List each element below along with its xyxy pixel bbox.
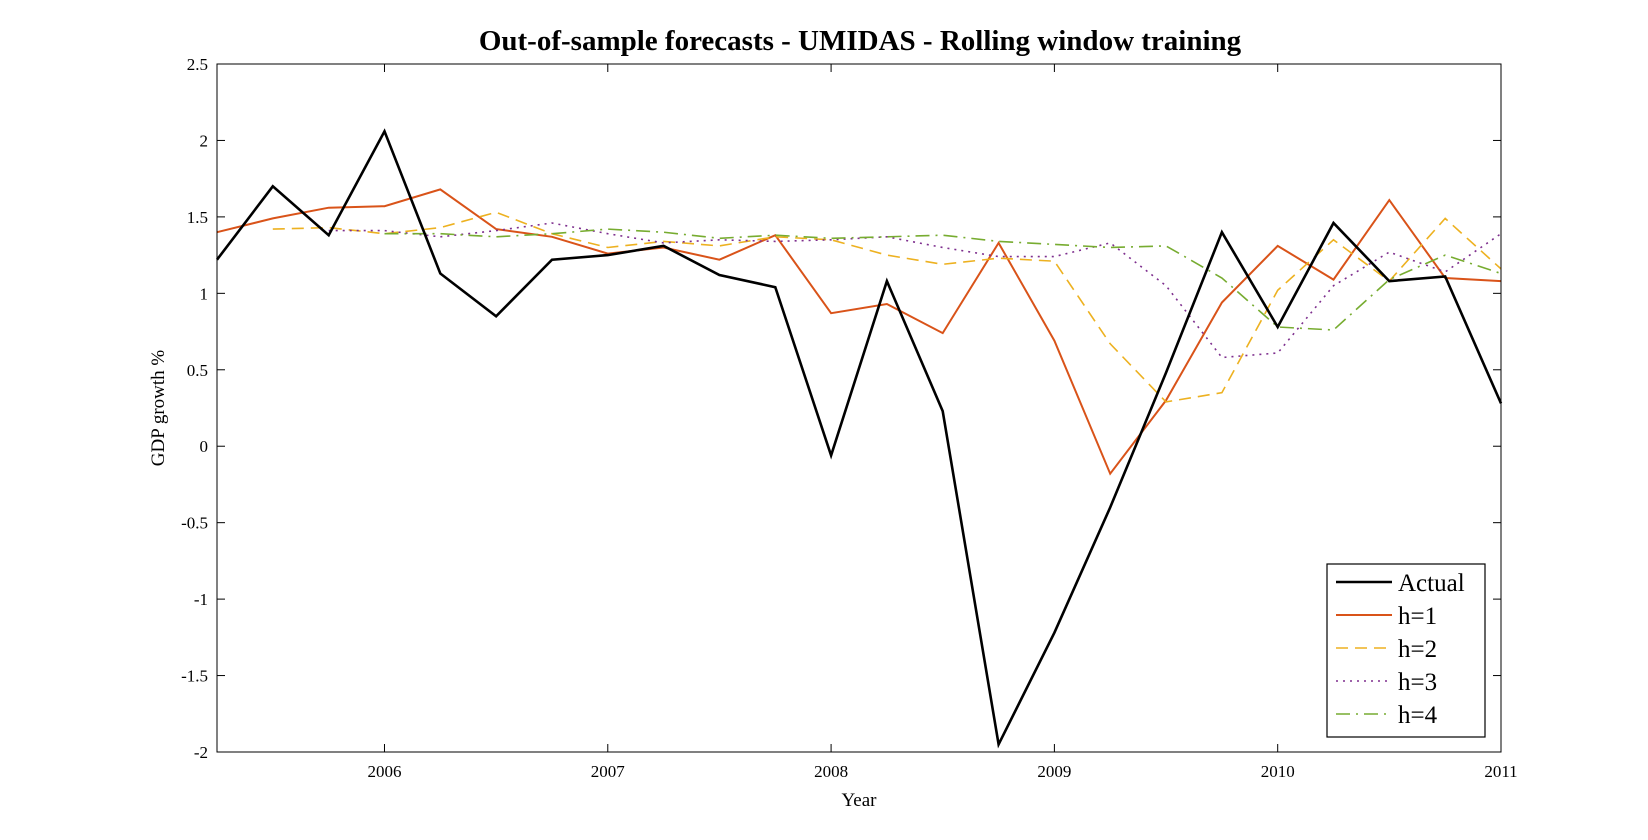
plot-frame [216, 63, 1502, 753]
y-tick-label: 2.5 [187, 55, 208, 74]
legend-label: Actual [1398, 570, 1465, 597]
x-tick-label: 2007 [591, 762, 626, 781]
series-line-actual [215, 128, 1503, 749]
y-tick-label: 1 [200, 284, 209, 303]
y-tick-label: 0 [200, 437, 209, 456]
series-layer [215, 128, 1503, 749]
x-tick-label: 2009 [1037, 762, 1071, 781]
series-line-h-4 [384, 228, 1502, 331]
y-tick-label: 2 [200, 131, 209, 150]
y-tick-label: -1 [194, 590, 208, 609]
x-tick-label: 2006 [367, 762, 401, 781]
y-tick-label: 1.5 [187, 208, 208, 227]
x-tick-label: 2010 [1261, 762, 1295, 781]
x-axis-label: Year [841, 790, 877, 811]
legend-label: h=3 [1398, 669, 1437, 696]
ticks-layer: 2006 2007 2008 2009 2010 2011 -2 -1.5 -1 -0.5 0 0.5… [181, 55, 1518, 781]
series-line-h-1 [216, 188, 1502, 476]
y-tick-label: -1.5 [181, 667, 208, 686]
x-tick-label: 2008 [814, 762, 848, 781]
legend-box [1326, 563, 1486, 738]
series-line-h-3 [328, 222, 1502, 359]
legend: Actual h=1 h=2 h=3 h=4 [1326, 563, 1486, 738]
y-tick-label: 0.5 [187, 361, 208, 380]
chart-title: Out-of-sample forecasts - UMIDAS - Rolli… [479, 25, 1242, 57]
legend-label: h=4 [1398, 702, 1438, 729]
x-tick-label: 2011 [1484, 762, 1517, 781]
legend-label: h=1 [1398, 603, 1437, 630]
y-axis-label: GDP growth % [148, 350, 169, 467]
y-tick-label: -2 [194, 743, 208, 762]
y-tick-label: -0.5 [181, 514, 208, 533]
legend-items: Actual h=1 h=2 h=3 h=4 [1336, 570, 1465, 729]
legend-label: h=2 [1398, 636, 1437, 663]
